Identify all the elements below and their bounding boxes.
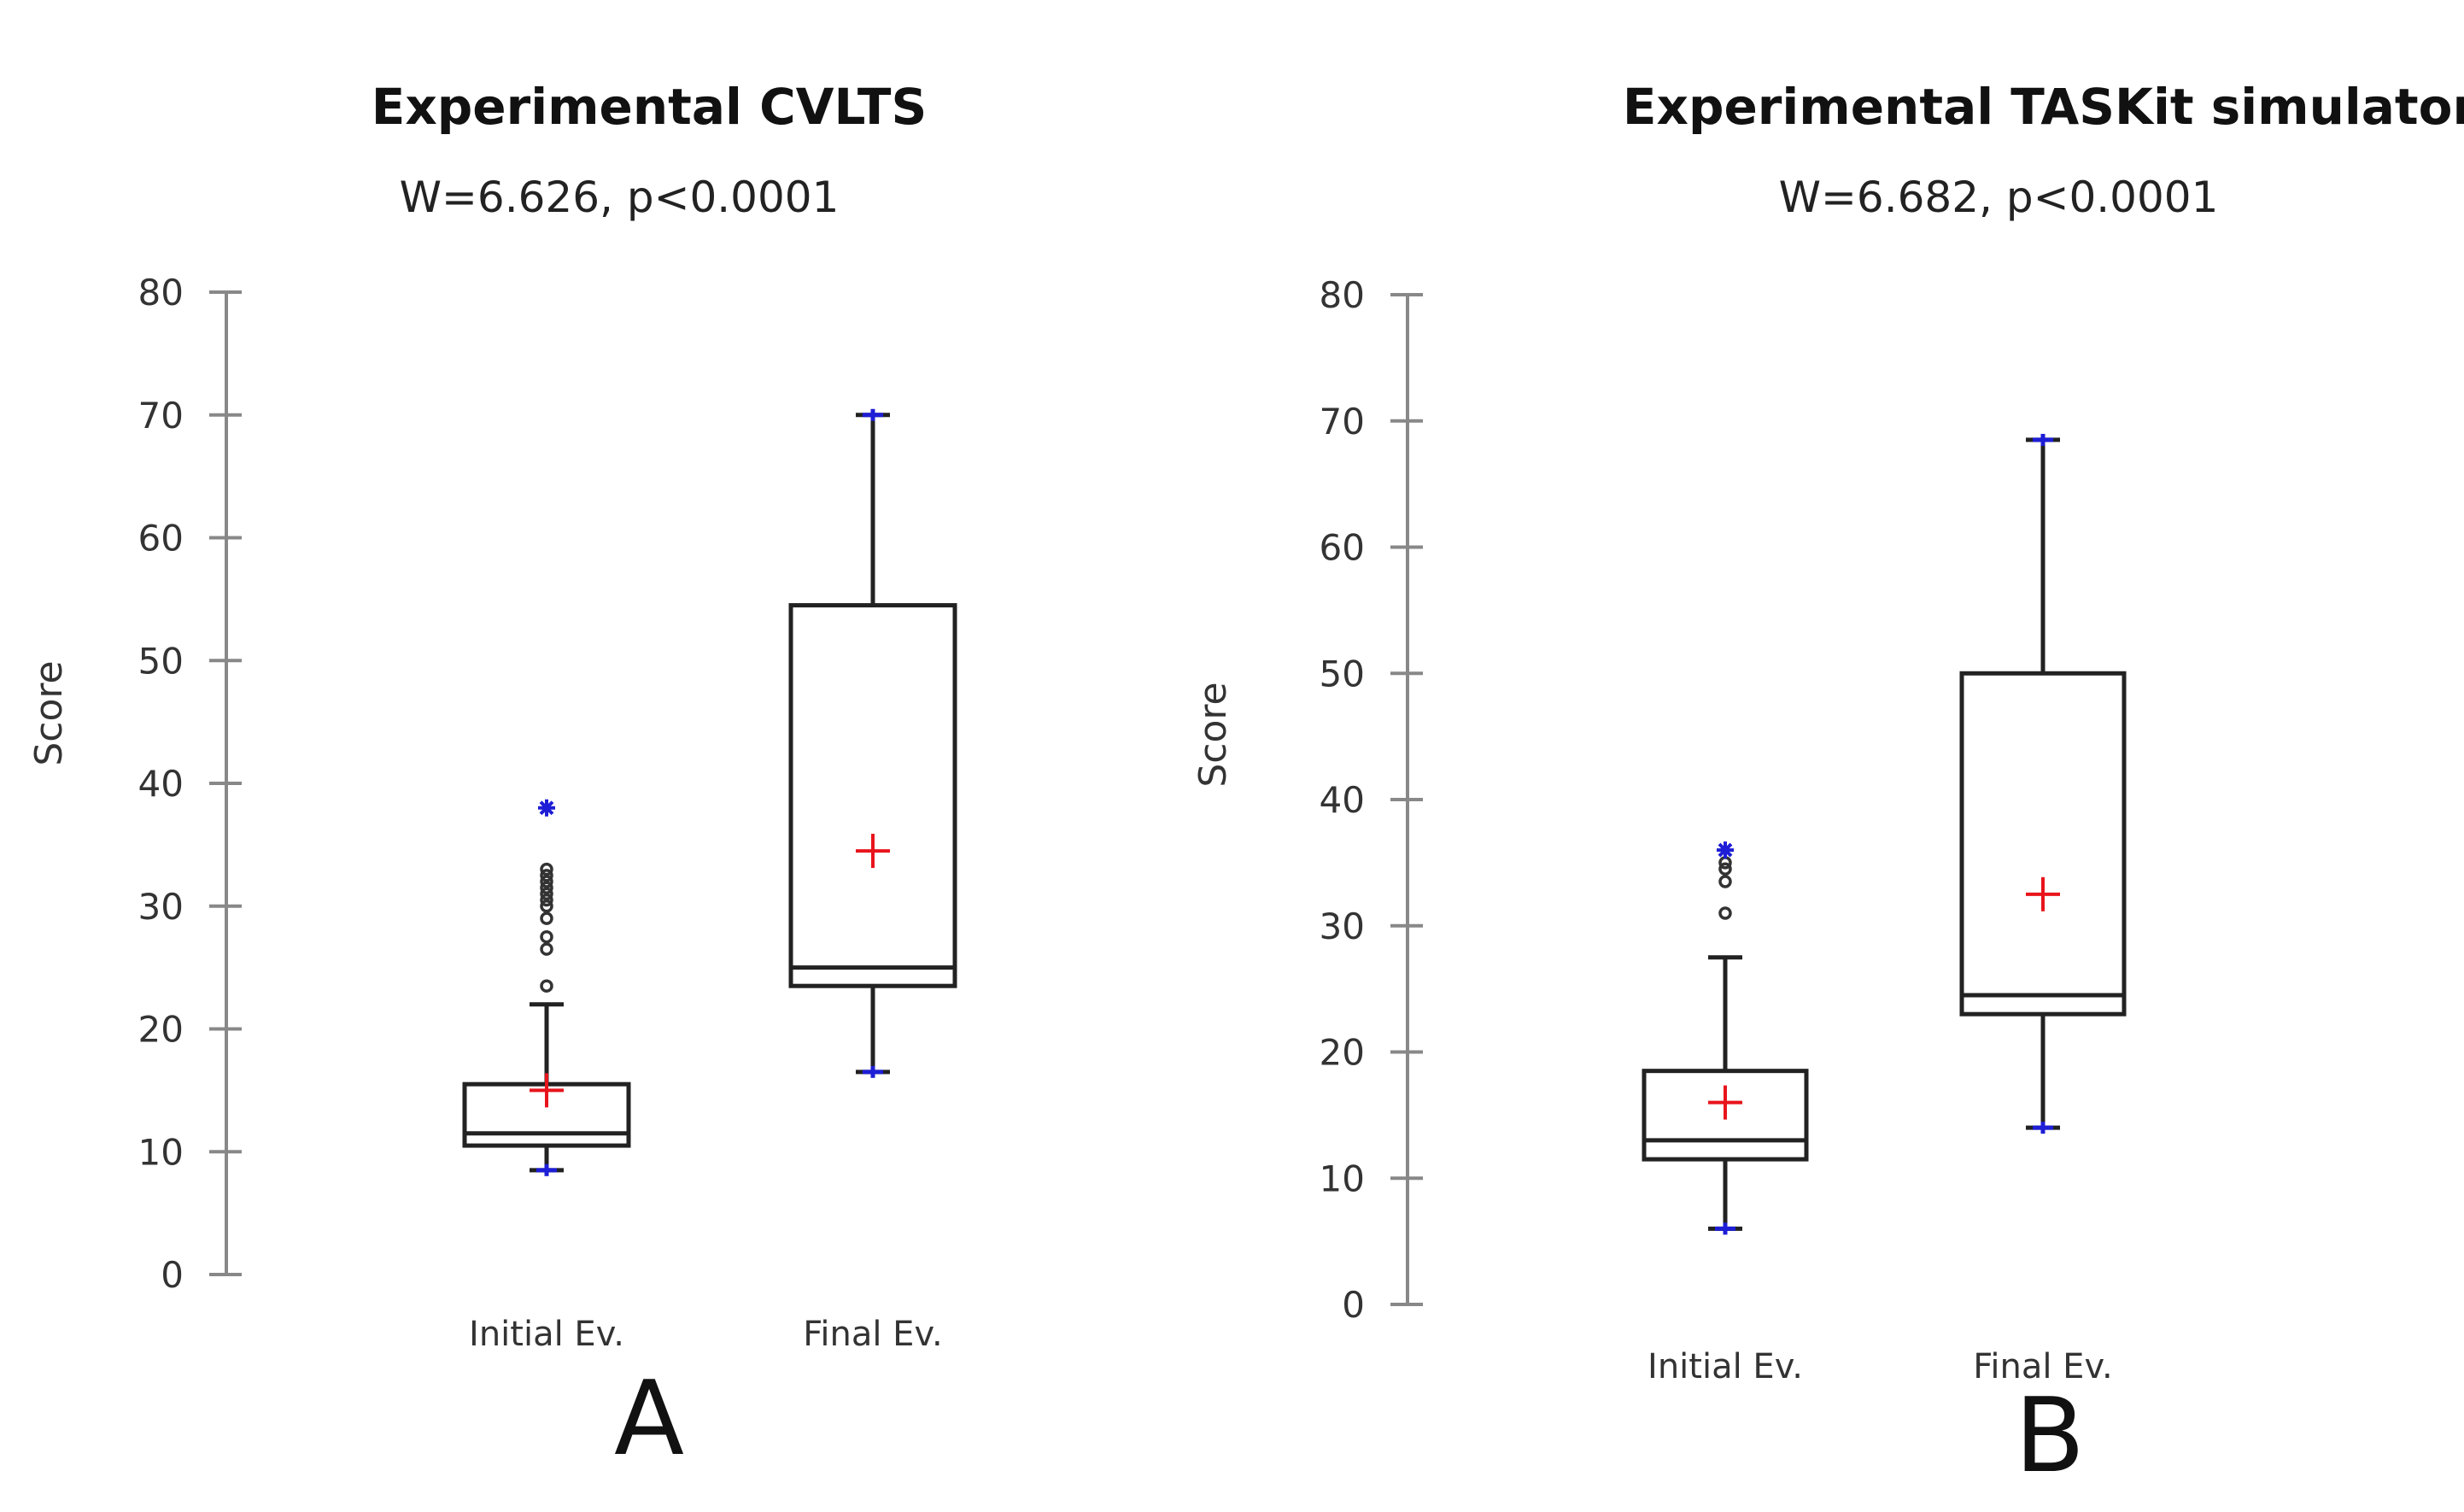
outlier-point — [540, 979, 553, 993]
max-marker — [539, 800, 554, 816]
outlier-point — [1718, 906, 1732, 920]
y-tick-label: 80 — [1320, 274, 1365, 316]
outlier-point — [540, 929, 553, 944]
category-label-final: Final Ev. — [803, 1315, 942, 1354]
chart-title: Experimental TASKit simulator — [1623, 78, 2464, 136]
y-axis-label: Score — [1191, 682, 1235, 787]
outlier-point — [1718, 875, 1732, 888]
max-marker — [1718, 842, 1733, 858]
chart-statistic: W=6.682, p<0.0001 — [1779, 173, 2219, 222]
chart-title: Experimental CVLTS — [372, 78, 928, 136]
y-tick-label: 0 — [1342, 1284, 1365, 1326]
outlier-point — [540, 900, 553, 913]
chart-statistic: W=6.626, p<0.0001 — [400, 173, 840, 222]
outlier-point — [540, 881, 553, 894]
box-final — [788, 408, 957, 1078]
box-final — [1959, 433, 2127, 1134]
y-tick-label: 40 — [138, 763, 184, 805]
y-tick-label: 60 — [138, 518, 184, 560]
box-marks — [1642, 433, 2127, 1235]
category-label-initial: Initial Ev. — [469, 1315, 624, 1354]
iqr-box — [788, 603, 957, 988]
category-label-initial: Initial Ev. — [1648, 1347, 1803, 1386]
y-tick-label: 80 — [138, 272, 184, 314]
y-tick-label: 30 — [1320, 905, 1365, 947]
outlier-point — [540, 911, 553, 925]
y-tick-label: 60 — [1320, 527, 1365, 569]
y-tick-label: 50 — [1320, 653, 1365, 694]
chart-panel-a: Experimental CVLTS W=6.626, p<0.0001 Sco… — [27, 78, 957, 1479]
y-tick-label: 50 — [138, 640, 184, 682]
y-tick-label: 40 — [1320, 779, 1365, 821]
y-tick-label: 70 — [1320, 401, 1365, 442]
outlier-point — [540, 869, 553, 882]
y-tick-label: 10 — [138, 1131, 184, 1173]
iqr-box — [1959, 671, 2127, 1017]
outlier-point — [540, 862, 553, 876]
outlier-point — [1718, 862, 1732, 876]
y-axis-ticks: 0 10 20 30 40 50 60 70 80 — [138, 272, 242, 1296]
chart-panel-b: Experimental TASKit simulator W=6.682, p… — [1191, 78, 2464, 1496]
y-tick-label: 20 — [1320, 1032, 1365, 1074]
box-initial — [1642, 841, 1809, 1235]
box-marks — [462, 408, 957, 1176]
y-tick-label: 10 — [1320, 1157, 1365, 1199]
y-axis-label: Score — [27, 660, 71, 765]
y-tick-label: 20 — [138, 1009, 184, 1051]
outlier-point — [540, 887, 553, 901]
panel-label: B — [2015, 1377, 2085, 1496]
outlier-point — [540, 875, 553, 888]
outlier-point — [540, 942, 553, 956]
category-label-final: Final Ev. — [1973, 1347, 2112, 1386]
y-tick-label: 0 — [161, 1254, 184, 1296]
y-tick-label: 30 — [138, 886, 184, 928]
outlier-point — [540, 893, 553, 907]
y-axis-ticks: 0 10 20 30 40 50 60 70 80 — [1320, 274, 1423, 1326]
panel-label: A — [614, 1360, 684, 1479]
y-tick-label: 70 — [138, 395, 184, 437]
box-initial — [462, 799, 631, 1176]
